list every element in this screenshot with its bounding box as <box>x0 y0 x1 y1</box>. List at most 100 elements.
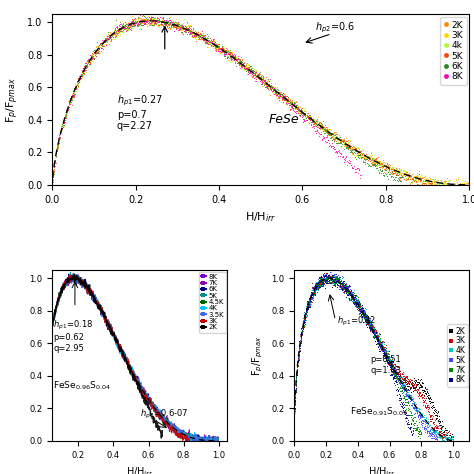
Point <box>383 352 391 359</box>
Point <box>264 82 272 90</box>
Point <box>110 28 118 36</box>
Point <box>319 275 327 283</box>
Point <box>248 70 256 78</box>
Point <box>421 179 428 186</box>
Point <box>341 284 349 292</box>
Point <box>378 343 386 350</box>
Point <box>399 406 407 414</box>
Point <box>312 283 320 291</box>
Point <box>263 79 271 86</box>
Point <box>379 171 386 179</box>
Point <box>409 381 417 389</box>
Point <box>305 301 313 308</box>
Point <box>60 119 67 127</box>
Point <box>299 319 306 327</box>
Point <box>334 139 341 146</box>
Point <box>94 44 102 52</box>
Point <box>223 46 231 53</box>
Point <box>382 162 389 169</box>
Point <box>414 412 422 419</box>
Point <box>159 22 167 29</box>
Point <box>82 62 90 70</box>
Point <box>59 124 66 131</box>
Point <box>137 17 145 25</box>
Point <box>86 61 93 68</box>
Point <box>401 390 409 398</box>
Point <box>372 331 380 339</box>
Point <box>401 382 409 389</box>
Point <box>336 139 343 147</box>
Point <box>121 21 129 29</box>
Point <box>301 315 308 323</box>
Point <box>353 146 361 154</box>
Point <box>328 276 335 284</box>
Point <box>303 111 311 119</box>
Point <box>370 157 377 165</box>
Point <box>306 298 313 305</box>
Point <box>343 283 350 291</box>
Point <box>446 436 453 444</box>
Point <box>409 179 416 187</box>
Point <box>112 32 120 40</box>
Point <box>179 22 186 30</box>
Point <box>222 46 230 54</box>
Point <box>318 273 325 281</box>
Point <box>441 178 448 186</box>
Point <box>91 49 98 57</box>
Point <box>310 114 317 122</box>
Point <box>388 359 396 366</box>
Point <box>94 42 102 50</box>
Point <box>337 281 344 289</box>
Point <box>340 283 347 290</box>
Point <box>292 387 299 395</box>
Point <box>230 55 238 63</box>
Point <box>295 355 302 363</box>
Point <box>297 335 305 343</box>
Point <box>426 428 433 436</box>
Point <box>172 24 180 31</box>
Point <box>50 162 58 170</box>
Point <box>110 30 118 37</box>
Point <box>256 73 264 80</box>
Point <box>347 146 355 154</box>
Point <box>368 156 376 164</box>
Point <box>369 160 376 167</box>
Point <box>354 304 362 312</box>
Point <box>367 153 375 161</box>
Point <box>374 334 382 342</box>
Point <box>357 147 365 155</box>
Point <box>373 332 380 339</box>
Point <box>427 415 435 423</box>
Point <box>425 423 432 431</box>
Point <box>130 18 138 26</box>
Point <box>337 142 345 150</box>
Point <box>333 274 340 282</box>
Point <box>296 346 303 353</box>
Point <box>263 78 270 86</box>
Point <box>360 151 368 159</box>
Point <box>108 36 115 44</box>
Point <box>329 130 337 138</box>
Point <box>376 341 383 348</box>
Point <box>371 330 379 337</box>
Point <box>248 67 255 75</box>
Point <box>433 432 440 439</box>
Point <box>170 19 178 27</box>
Point <box>231 60 238 67</box>
Point <box>258 80 266 88</box>
Point <box>335 279 342 287</box>
Point <box>335 281 342 288</box>
Point <box>303 306 310 313</box>
Point <box>237 59 244 67</box>
Point <box>400 382 408 389</box>
Point <box>373 161 380 168</box>
Point <box>394 177 402 185</box>
Point <box>143 21 150 28</box>
Point <box>376 336 383 343</box>
Point <box>288 104 296 112</box>
Point <box>412 404 419 411</box>
Point <box>301 310 309 318</box>
Point <box>348 291 356 298</box>
Point <box>202 35 210 43</box>
Point <box>69 92 77 100</box>
